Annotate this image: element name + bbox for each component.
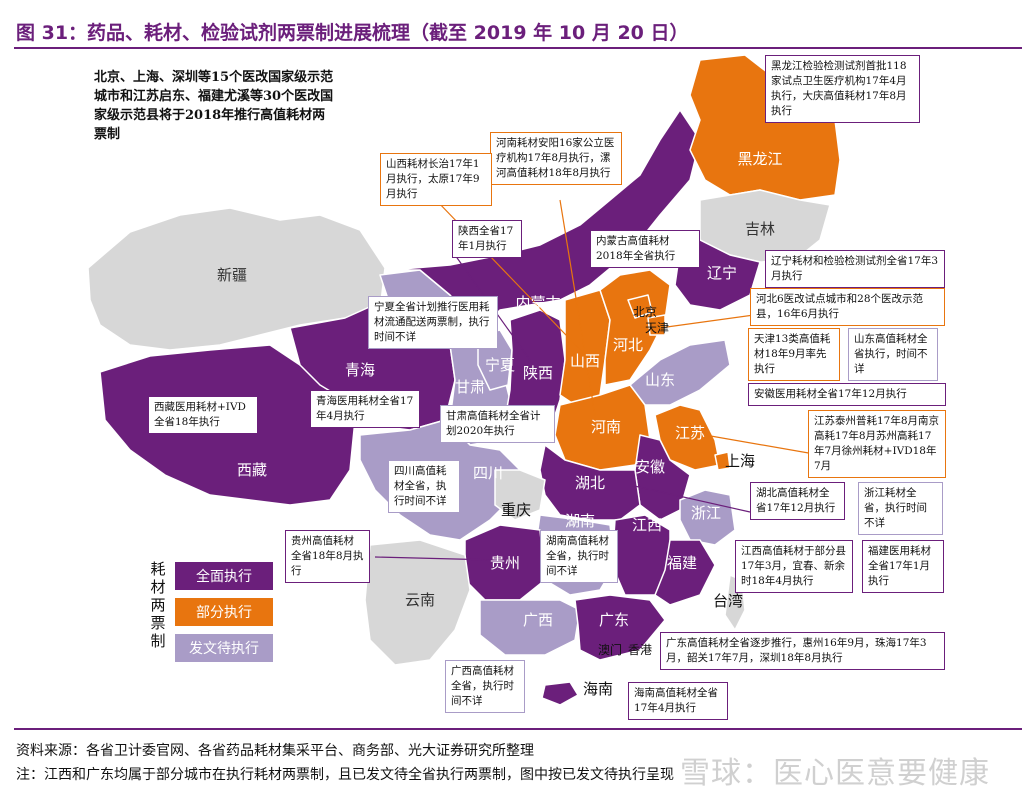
watermark: 雪球：医心医意要健康 [680,756,990,791]
footnote: 注：江西和广东均属于部分城市在执行耗材两票制，且已发文待全省执行两票制，图中按已… [16,767,674,783]
label-shaanxi: 陕西 [523,364,553,382]
label-hubei: 湖北 [575,474,605,492]
annotation-zhejiang: 浙江耗材全省，执行时间不详 [858,482,943,535]
province-hainan [541,681,579,706]
annotation-henan: 河南耗材安阳16家公立医疗机构17年8月执行，漯河高值耗材18年8月执行 [490,132,622,185]
legend-title: 耗材两票制 [150,560,166,650]
label-gansu: 甘肃 [455,378,485,396]
intro-text: 北京、上海、深圳等15个医改国家级示范城市和江苏启东、福建尤溪等30个医改国家级… [94,70,334,142]
label-liaoning: 辽宁 [707,264,737,282]
annotation-tianjin: 天津13类高值耗材18年9月率先执行 [748,328,840,381]
province-guangdong [574,594,666,661]
label-yunnan: 云南 [405,591,435,609]
label-hebei: 河北 [613,336,643,354]
figure-title: 图 31：药品、耗材、检验试剂两票制进展梳理（截至 2019 年 10 月 20… [16,22,689,44]
annotation-anhui: 安徽医用耗材全省17年12月执行 [748,383,946,406]
label-tianjin: 天津 [645,321,669,335]
annotation-hebei: 河北6医改试点城市和28个医改示范县，16年6月执行 [750,288,945,326]
label-shandong: 山东 [645,371,675,389]
label-heilongjiang: 黑龙江 [737,150,782,168]
annotation-shaanxi: 陕西全省17年1月执行 [452,220,522,258]
province-hebei [599,269,671,386]
label-hainan: 海南 [583,680,613,698]
source-note: 资料来源：各省卫计委官网、各省药品耗材集采平台、商务部、光大证券研究所整理 [16,743,534,759]
label-aomen: 澳门 [598,642,622,657]
annotation-fujian: 福建医用耗材全省17年1月执行 [862,540,944,593]
label-henan: 河南 [591,418,621,436]
annotation-shandong: 山东高值耗材全省执行，时间不详 [848,328,938,381]
label-chongqing: 重庆 [501,501,531,519]
annotation-sichuan: 四川高值耗材全省，执行时间不详 [388,460,460,513]
label-beijing: 北京 [633,305,657,319]
annotation-hunan: 湖南高值耗材全省，执行时间不详 [540,530,618,583]
label-sichuan: 四川 [473,464,503,482]
label-guangxi: 广西 [523,611,553,629]
annotation-xizang: 西藏医用耗材+IVD全省18年执行 [148,396,258,434]
label-neimenggu: 内蒙古 [515,294,560,312]
annotation-guangxi: 广西高值耗材全省，执行时间不详 [445,660,525,713]
annotation-heilongjiang: 黑龙江检验检测试剂首批118家试点卫生医疗机构17年4月执行，大庆高值耗材17年… [765,55,920,123]
label-taiwan: 台湾 [713,592,743,610]
annotation-guangdong: 广东高值耗材全省逐步推行，惠州16年9月，珠海17年3月，韶关17年7月，深圳1… [660,632,945,670]
province-shanxi [559,289,611,406]
label-jiangxi: 江西 [632,516,662,534]
label-fujian: 福建 [667,554,697,572]
annotation-gansu: 甘肃高值耗材全省计划2020年执行 [440,405,555,443]
title-rule [14,47,1022,49]
province-fujian [654,539,716,606]
annotation-shanxi: 山西耗材长治17年1月执行，太原17年9月执行 [380,153,492,206]
annotation-qinghai: 青海医用耗材全省17年4月执行 [310,390,420,428]
annotation-hainan: 海南高值耗材全省17年4月执行 [628,682,728,720]
legend-partial: 部分执行 [175,598,273,626]
annotation-jiangxi: 江西高值耗材于部分县17年3月，宜春、新余时18年4月执行 [735,540,853,593]
label-xinjiang: 新疆 [217,266,247,284]
annotation-neimenggu: 内蒙古高值耗材2018年全省执行 [590,230,700,268]
province-shandong [629,339,731,406]
province-shanghai [714,451,731,471]
label-guangdong: 广东 [599,611,629,629]
annotation-guizhou: 贵州高值耗材全省18年8月执行 [285,530,370,583]
province-yunnan [364,539,471,666]
province-chongqing [494,469,546,521]
annotation-hubei: 湖北高值耗材全省17年12月执行 [750,482,845,520]
label-xianggang: 香港 [628,643,652,657]
province-guangxi [479,599,581,656]
label-guizhou: 贵州 [490,554,520,572]
label-anhui: 安徽 [635,458,665,476]
label-zhejiang: 浙江 [691,504,721,522]
province-beijing [627,294,653,319]
legend-full: 全面执行 [175,562,273,590]
label-qinghai: 青海 [345,361,375,379]
label-ningxia: 宁夏 [485,356,515,374]
label-jiangsu: 江苏 [675,424,705,442]
annotation-jiangsu: 江苏泰州普耗17年8月南京高耗17年8月苏州高耗17年7月徐州耗材+IVD18年… [808,410,946,478]
annotation-liaoning: 辽宁耗材和检验检测试剂全省17年3月执行 [765,250,945,288]
label-shanxi: 山西 [570,352,600,370]
legend-pending: 发文待执行 [175,634,273,662]
province-zhejiang [679,489,736,546]
label-jilin: 吉林 [745,220,775,238]
label-shanghai: 上海 [725,452,755,470]
footer-rule [14,728,1022,730]
annotation-ningxia: 宁夏全省计划推行医用耗材流通配送两票制，执行时间不详 [368,296,498,349]
label-hunan: 湖南 [565,512,595,530]
label-xizang: 西藏 [237,461,267,479]
